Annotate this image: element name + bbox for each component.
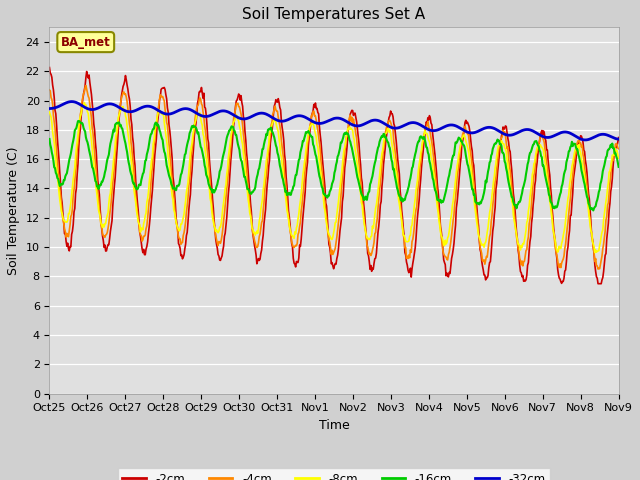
-4cm — [82, 83, 90, 88]
-2cm — [115, 126, 122, 132]
-2cm — [420, 139, 428, 145]
-32cm — [45, 106, 53, 111]
-16cm — [404, 186, 412, 192]
-16cm — [173, 183, 180, 189]
-32cm — [115, 105, 123, 110]
-2cm — [45, 65, 53, 71]
-16cm — [421, 136, 429, 142]
Line: -4cm: -4cm — [49, 85, 619, 269]
-4cm — [421, 130, 429, 136]
-8cm — [421, 128, 429, 133]
-32cm — [173, 108, 180, 114]
Text: BA_met: BA_met — [61, 36, 111, 48]
-16cm — [115, 120, 123, 125]
-4cm — [594, 266, 602, 272]
-8cm — [404, 239, 412, 244]
Line: -8cm: -8cm — [49, 102, 619, 252]
Line: -32cm: -32cm — [49, 102, 619, 140]
-8cm — [56, 197, 63, 203]
Line: -16cm: -16cm — [49, 121, 619, 210]
-4cm — [115, 110, 123, 116]
-16cm — [589, 207, 597, 213]
-8cm — [173, 222, 180, 228]
-8cm — [591, 250, 598, 255]
-8cm — [203, 161, 211, 167]
-4cm — [45, 87, 53, 93]
-32cm — [203, 113, 211, 119]
-2cm — [594, 281, 602, 287]
-8cm — [81, 99, 88, 105]
-32cm — [56, 103, 63, 109]
-16cm — [45, 136, 53, 142]
Y-axis label: Soil Temperature (C): Soil Temperature (C) — [7, 146, 20, 275]
-8cm — [45, 109, 53, 115]
-2cm — [56, 169, 63, 175]
-4cm — [56, 186, 63, 192]
-4cm — [404, 256, 412, 262]
-32cm — [582, 137, 589, 143]
-16cm — [56, 183, 63, 189]
X-axis label: Time: Time — [319, 419, 349, 432]
-32cm — [421, 125, 429, 131]
-2cm — [615, 135, 623, 141]
Line: -2cm: -2cm — [49, 68, 619, 284]
-16cm — [75, 118, 83, 124]
-32cm — [68, 99, 76, 105]
Legend: -2cm, -4cm, -8cm, -16cm, -32cm: -2cm, -4cm, -8cm, -16cm, -32cm — [118, 468, 550, 480]
-2cm — [202, 112, 210, 118]
-2cm — [172, 215, 180, 221]
-4cm — [615, 146, 623, 152]
-32cm — [615, 136, 623, 142]
-2cm — [403, 262, 411, 268]
-32cm — [404, 121, 412, 127]
-8cm — [615, 156, 623, 161]
-4cm — [203, 144, 211, 150]
-8cm — [115, 112, 123, 118]
-4cm — [173, 223, 180, 228]
Title: Soil Temperatures Set A: Soil Temperatures Set A — [243, 7, 426, 22]
-16cm — [615, 164, 623, 170]
-16cm — [203, 174, 211, 180]
